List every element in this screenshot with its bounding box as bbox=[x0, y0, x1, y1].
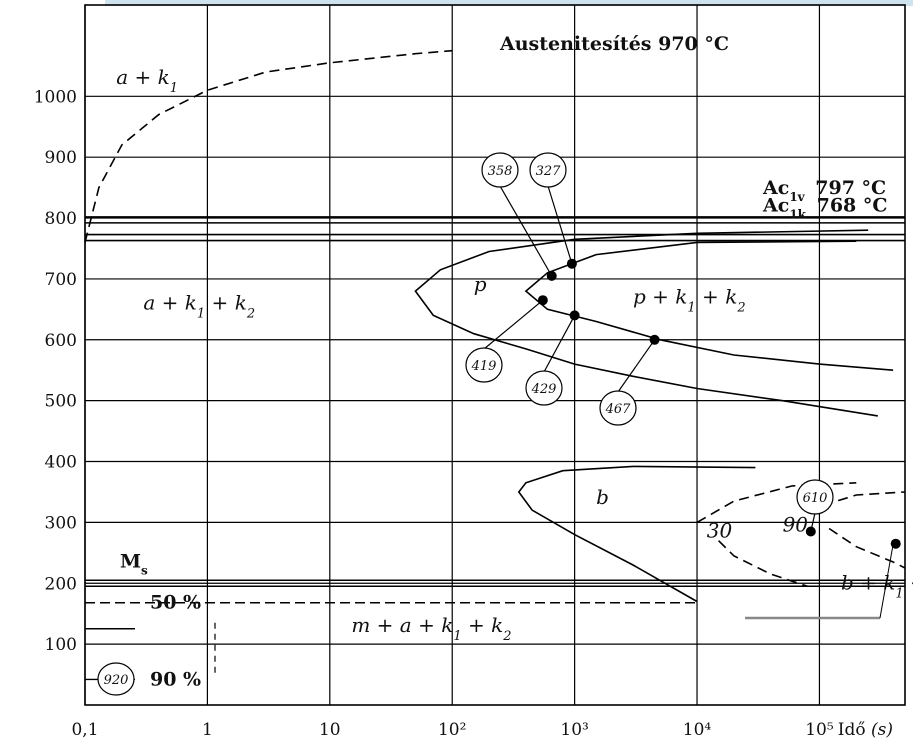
hardness-leader bbox=[499, 185, 553, 277]
transformation-curve bbox=[828, 527, 906, 569]
hardness-value: 467 bbox=[605, 402, 632, 417]
y-tick-label: 200 bbox=[45, 574, 77, 594]
martensite-level-label: 50 % bbox=[150, 592, 201, 614]
hardness-points: 358 327 419 429 467 610 920 bbox=[97, 152, 901, 696]
region-label: m + a + k1 + k2 bbox=[351, 613, 511, 644]
transformation-curves bbox=[84, 49, 906, 603]
hardness-circle bbox=[465, 347, 503, 383]
hardness-point bbox=[569, 310, 580, 321]
transformation-curve bbox=[414, 229, 878, 417]
hardness-value: 429 bbox=[531, 382, 557, 397]
hardness-leader bbox=[617, 339, 656, 393]
hardness-circle bbox=[529, 152, 567, 188]
austenitizing-label: Austenitesítés 970 °C bbox=[499, 33, 729, 55]
y-tick-label: 100 bbox=[45, 635, 77, 655]
y-tick-label: 700 bbox=[45, 270, 77, 290]
transformation-curve bbox=[524, 240, 894, 371]
label-Ms: Ms bbox=[120, 550, 148, 577]
label-Ac1k: Ac1k 768 °C bbox=[762, 195, 888, 222]
y-tick-label: 400 bbox=[45, 453, 77, 473]
hardness-point bbox=[537, 295, 548, 306]
y-tick-label: 300 bbox=[45, 513, 77, 533]
y-tick-label: 800 bbox=[45, 209, 77, 229]
transformation-curve bbox=[718, 540, 808, 588]
y-tick-label: 900 bbox=[45, 148, 77, 168]
x-tick-label: 1 bbox=[202, 720, 213, 740]
hardness-point bbox=[566, 258, 577, 269]
x-tick-label: 10³ bbox=[560, 720, 588, 740]
hardness-circle bbox=[525, 370, 563, 406]
hardness-circle bbox=[599, 390, 637, 426]
region-label: a + k1 bbox=[116, 65, 178, 96]
hardness-leader bbox=[483, 299, 544, 350]
plot-frame bbox=[84, 4, 906, 706]
hardness-value: 419 bbox=[471, 359, 497, 374]
region-label: a + k1 + k2 bbox=[143, 290, 255, 321]
hardness-point bbox=[649, 334, 660, 345]
x-tick-label: 0,1 bbox=[71, 720, 98, 740]
region-label: p bbox=[474, 272, 487, 296]
hardness-circle-920 bbox=[97, 662, 135, 696]
hardness-leader bbox=[543, 315, 576, 373]
x-tick-label: 10⁴ bbox=[683, 720, 712, 740]
header-strip bbox=[105, 0, 913, 6]
hardness-value: 358 bbox=[488, 164, 513, 179]
axes: 0,1 1 10 10² 10³ 10⁴ 10⁵ 100 200 300 400 500 600 700 8… bbox=[34, 4, 906, 740]
x-tick-label: 10² bbox=[438, 720, 466, 740]
transformation-lines bbox=[85, 216, 905, 681]
region-label: b + k1 + k2 bbox=[841, 570, 913, 601]
transformation-curve bbox=[84, 49, 453, 243]
hardness-circle bbox=[796, 479, 834, 515]
y-tick-label: 1000 bbox=[34, 87, 77, 107]
hardness-value: 610 bbox=[803, 491, 828, 506]
transformation-curve bbox=[517, 465, 756, 603]
region-label: b bbox=[596, 485, 609, 509]
x-axis-label: Idő (s) bbox=[838, 720, 893, 740]
hardness-value-920: 920 bbox=[104, 673, 129, 688]
curve-percent-label: 30 bbox=[707, 519, 733, 543]
region-label: p + k1 + k2 bbox=[633, 284, 746, 315]
hardness-value: 327 bbox=[536, 164, 562, 179]
hardness-point bbox=[546, 270, 557, 281]
hardness-leader bbox=[547, 185, 573, 264]
region-leader bbox=[879, 544, 894, 619]
x-tick-label: 10⁵ bbox=[805, 720, 834, 740]
curve-percent-label: 90 bbox=[783, 513, 809, 537]
label-Ac1v: Ac1v 797 °C bbox=[762, 177, 886, 204]
y-tick-label: 500 bbox=[45, 392, 77, 412]
hardness-point bbox=[805, 526, 816, 537]
hardness-circle bbox=[481, 152, 519, 188]
x-tick-label: 10 bbox=[319, 720, 341, 740]
y-tick-label: 600 bbox=[45, 331, 77, 351]
martensite-level-label: 90 % bbox=[150, 668, 201, 690]
